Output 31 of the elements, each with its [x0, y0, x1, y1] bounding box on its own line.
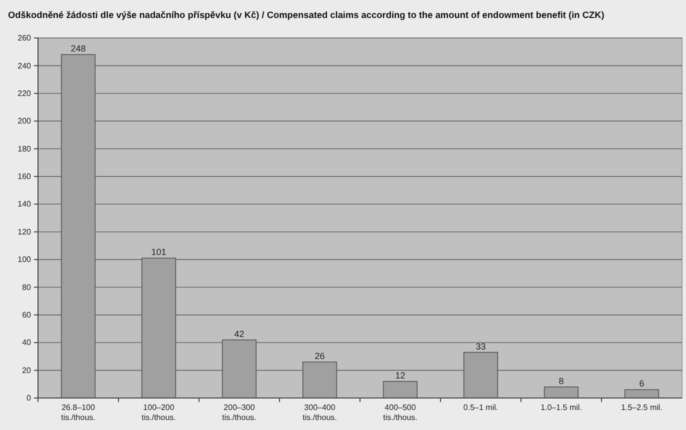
x-tick-label: 26.8–100 tis./thous.	[61, 403, 96, 422]
x-tick-label: 0.5–1 mil.	[463, 403, 498, 412]
data-label: 26	[314, 351, 325, 361]
y-tick-label: 80	[22, 282, 32, 292]
data-label: 8	[558, 376, 564, 386]
data-label: 42	[234, 328, 244, 339]
x-tick-label: 1.0–1.5 mil.	[540, 403, 582, 412]
data-label: 248	[70, 44, 86, 54]
y-tick-label: 120	[18, 227, 32, 236]
x-tick-label: 400–500 tis./thous.	[383, 403, 418, 422]
y-tick-label: 260	[18, 34, 32, 43]
x-tick-label: 100–200 tis./thous.	[142, 403, 176, 422]
y-tick-label: 40	[22, 338, 32, 348]
data-label: 6	[639, 378, 644, 389]
y-tick-label: 140	[18, 200, 32, 209]
y-tick-label: 240	[18, 61, 32, 70]
x-tick-label: 300–400 tis./thous.	[302, 403, 337, 422]
y-tick-label: 20	[22, 366, 32, 375]
data-label: 12	[395, 370, 406, 380]
y-tick-label: 160	[18, 172, 32, 182]
data-label: 33	[476, 341, 486, 352]
y-tick-label: 60	[22, 310, 32, 320]
y-tick-label: 100	[18, 255, 32, 264]
y-tick-label: 220	[18, 88, 32, 98]
x-tick-label: 1.5–2.5 mil.	[621, 403, 662, 412]
x-tick-label: 200–300 tis./thous.	[222, 403, 256, 422]
y-tick-label: 180	[18, 144, 32, 154]
y-tick-label: 200	[18, 116, 32, 126]
data-label: 101	[151, 247, 166, 258]
y-tick-label: 0	[26, 394, 32, 403]
chart-title: Odškodněné žádosti dle výše nadačního příspěvku (v Kč) / Compensated claims according to the amount of endowment benefit (in CZK)	[8, 10, 604, 20]
